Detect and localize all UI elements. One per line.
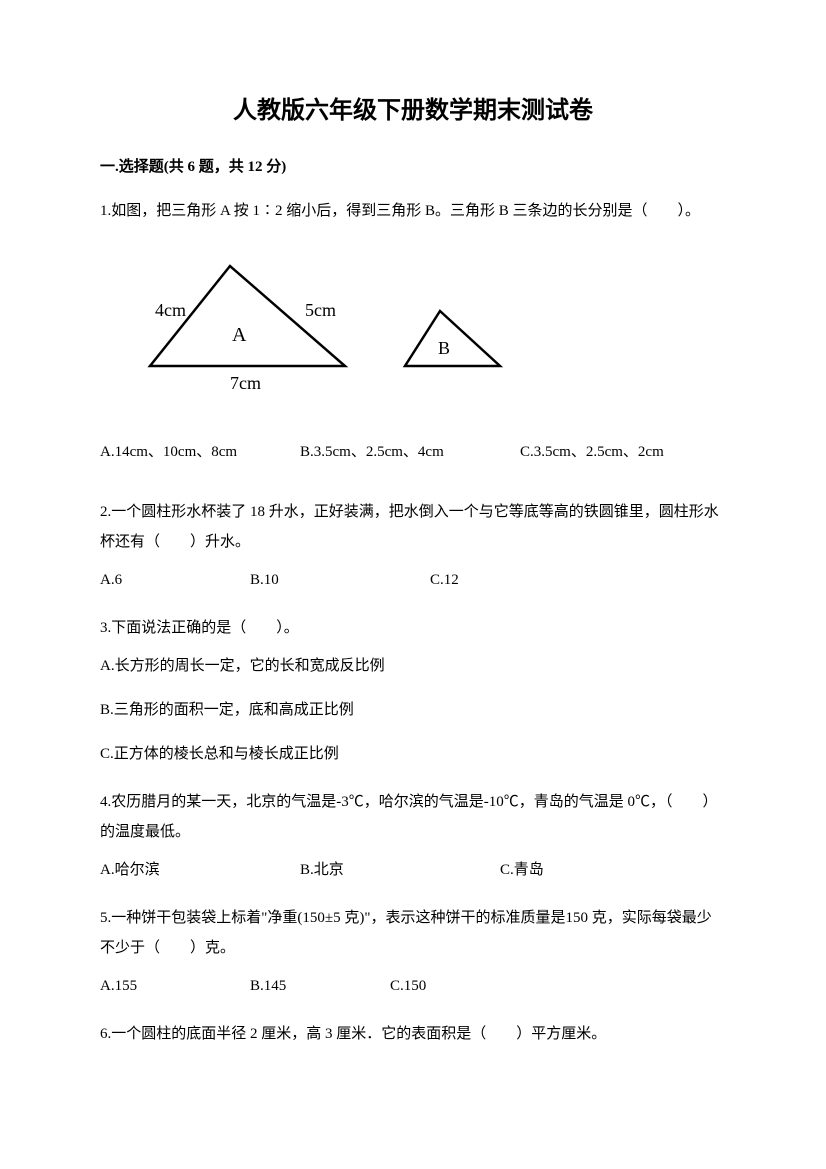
q4-option-b: B.北京 [300, 855, 500, 885]
q3-option-a: A.长方形的周长一定，它的长和宽成反比例 [100, 651, 726, 681]
q5-option-c: C.150 [390, 971, 540, 1001]
question-3: 3.下面说法正确的是（ ）。 A.长方形的周长一定，它的长和宽成反比例 B.三角… [100, 613, 726, 769]
q2-option-a: A.6 [100, 565, 250, 595]
label-B: B [438, 338, 450, 358]
q3-option-c: C.正方体的棱长总和与棱长成正比例 [100, 739, 726, 769]
label-A: A [232, 324, 247, 346]
q5-option-b: B.145 [250, 971, 390, 1001]
q4-options: A.哈尔滨 B.北京 C.青岛 [100, 855, 726, 885]
q1-option-c: C.3.5cm、2.5cm、2cm [520, 437, 720, 467]
question-2: 2.一个圆柱形水杯装了 18 升水，正好装满，把水倒入一个与它等底等高的铁圆锥里… [100, 497, 726, 595]
q5-option-a: A.155 [100, 971, 250, 1001]
q2-option-c: C.12 [430, 565, 580, 595]
q5-options: A.155 B.145 C.150 [100, 971, 726, 1001]
question-1: 1.如图，把三角形 A 按 1∶2 缩小后，得到三角形 B。三角形 B 三条边的… [100, 196, 726, 467]
label-4cm: 4cm [155, 300, 186, 320]
q1-figure: 4cm 5cm 7cm A B [120, 246, 726, 407]
question-4: 4.农历腊月的某一天，北京的气温是-3℃，哈尔滨的气温是-10℃，青岛的气温是 … [100, 787, 726, 885]
question-6: 6.一个圆柱的底面半径 2 厘米，高 3 厘米．它的表面积是（ ）平方厘米。 [100, 1019, 726, 1049]
q3-text: 3.下面说法正确的是（ ）。 [100, 613, 726, 643]
q4-text: 4.农历腊月的某一天，北京的气温是-3℃，哈尔滨的气温是-10℃，青岛的气温是 … [100, 787, 726, 847]
q4-option-c: C.青岛 [500, 855, 700, 885]
q2-option-b: B.10 [250, 565, 430, 595]
q3-option-b: B.三角形的面积一定，底和高成正比例 [100, 695, 726, 725]
q1-option-b: B.3.5cm、2.5cm、4cm [300, 437, 520, 467]
q2-text: 2.一个圆柱形水杯装了 18 升水，正好装满，把水倒入一个与它等底等高的铁圆锥里… [100, 497, 726, 557]
label-7cm: 7cm [230, 373, 261, 393]
question-5: 5.一种饼干包装袋上标着"净重(150±5 克)"，表示这种饼干的标准质量是15… [100, 903, 726, 1001]
q1-text: 1.如图，把三角形 A 按 1∶2 缩小后，得到三角形 B。三角形 B 三条边的… [100, 196, 726, 226]
section-header: 一.选择题(共 6 题，共 12 分) [100, 155, 726, 176]
q2-options: A.6 B.10 C.12 [100, 565, 726, 595]
q1-option-a: A.14cm、10cm、8cm [100, 437, 300, 467]
label-5cm: 5cm [305, 300, 336, 320]
q6-text: 6.一个圆柱的底面半径 2 厘米，高 3 厘米．它的表面积是（ ）平方厘米。 [100, 1019, 726, 1049]
page-title: 人教版六年级下册数学期末测试卷 [100, 90, 726, 125]
q5-text: 5.一种饼干包装袋上标着"净重(150±5 克)"，表示这种饼干的标准质量是15… [100, 903, 726, 963]
q4-option-a: A.哈尔滨 [100, 855, 300, 885]
q1-options: A.14cm、10cm、8cm B.3.5cm、2.5cm、4cm C.3.5c… [100, 437, 726, 467]
